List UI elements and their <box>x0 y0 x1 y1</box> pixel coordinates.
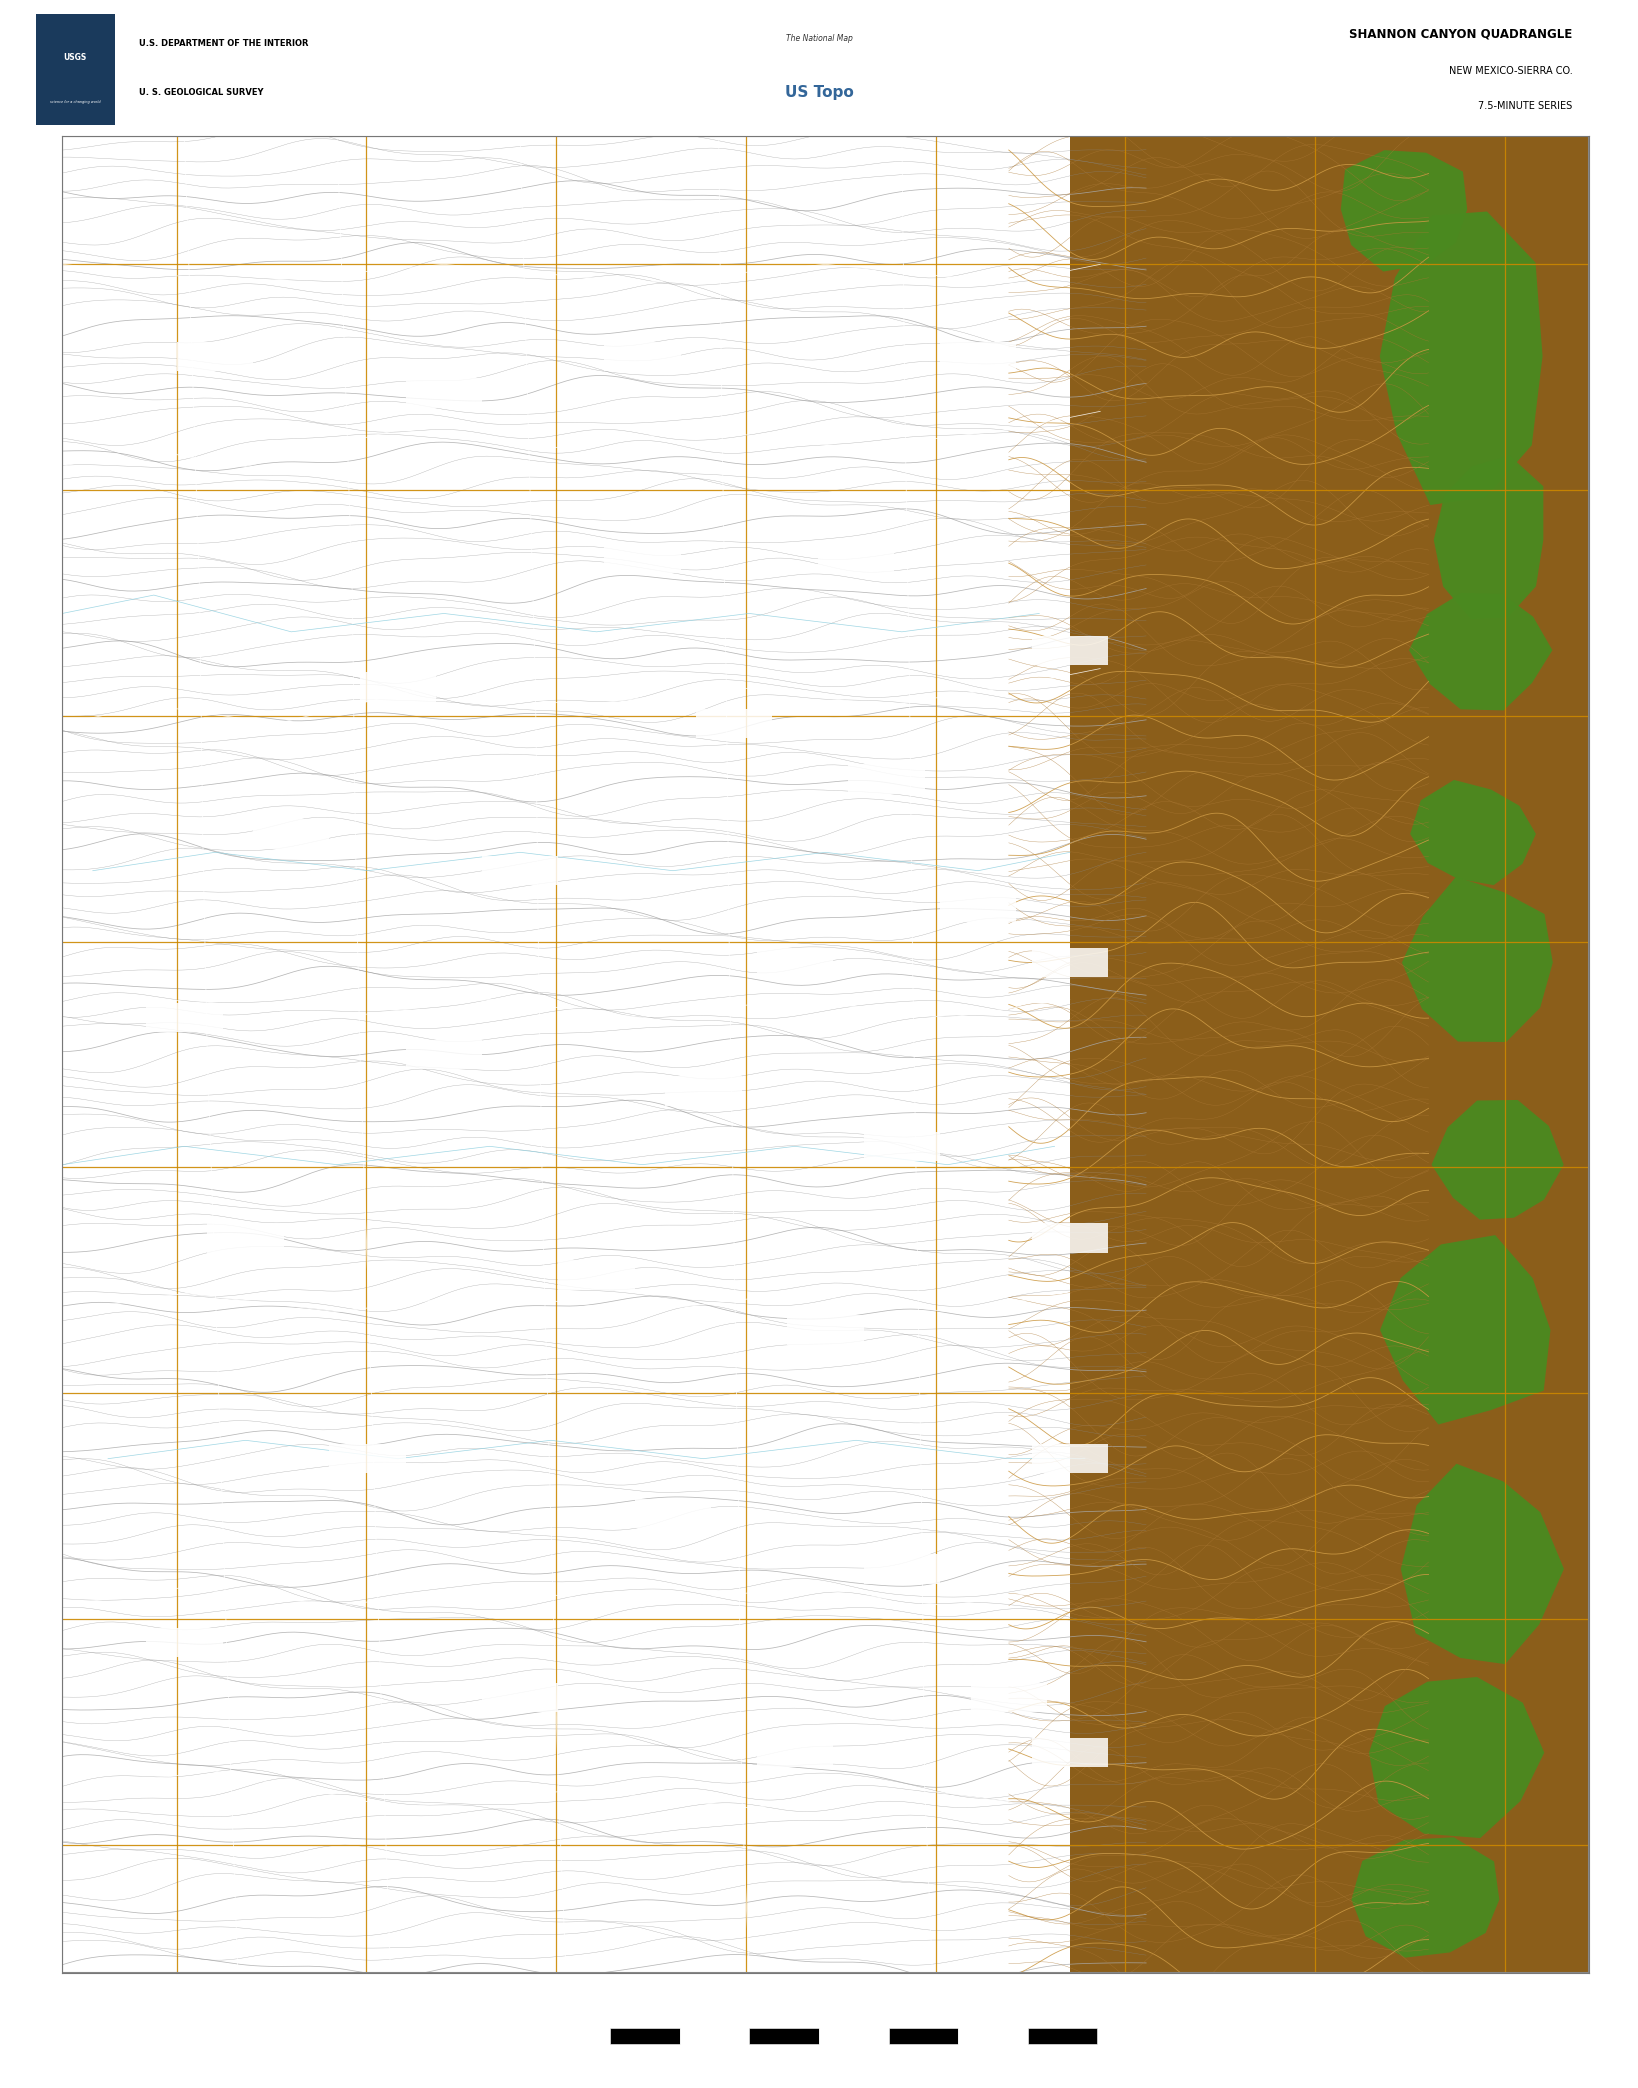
Bar <box>482 1683 559 1712</box>
Bar <box>750 2027 819 2044</box>
Bar <box>360 672 436 702</box>
Bar <box>541 2027 611 2044</box>
Polygon shape <box>1410 781 1536 885</box>
Bar <box>940 894 1016 923</box>
Text: science for a changing world: science for a changing world <box>51 100 100 104</box>
Bar <box>888 2027 958 2044</box>
Bar <box>1029 2027 1097 2044</box>
Bar <box>609 2027 680 2044</box>
Bar <box>971 1683 1047 1712</box>
Bar <box>863 1132 940 1161</box>
Polygon shape <box>1342 150 1468 271</box>
Bar <box>1032 1445 1107 1474</box>
Polygon shape <box>1381 1236 1551 1424</box>
Bar <box>406 1040 482 1069</box>
Bar <box>482 856 559 885</box>
Bar <box>863 1553 940 1583</box>
Bar <box>1032 1737 1107 1766</box>
Bar <box>636 1499 711 1528</box>
Bar <box>940 342 1016 372</box>
Bar <box>665 1077 742 1107</box>
Polygon shape <box>1432 1100 1564 1219</box>
Bar <box>1032 635 1107 664</box>
Bar <box>208 1224 283 1253</box>
Text: U.S. DEPARTMENT OF THE INTERIOR: U.S. DEPARTMENT OF THE INTERIOR <box>139 40 308 48</box>
Bar <box>788 1315 863 1345</box>
Text: The National Map: The National Map <box>786 33 852 42</box>
Bar <box>329 1445 406 1474</box>
Bar <box>146 1629 223 1658</box>
Text: ROAD CLASSIFICATION: ROAD CLASSIFICATION <box>1343 1990 1432 1996</box>
Bar <box>604 543 680 572</box>
Bar <box>146 1002 223 1031</box>
Bar <box>958 2027 1027 2044</box>
Bar <box>680 2027 750 2044</box>
Bar <box>1032 948 1107 977</box>
Bar <box>819 2027 888 2044</box>
Text: SHANNON CANYON QUADRANGLE: SHANNON CANYON QUADRANGLE <box>1350 27 1572 40</box>
Bar <box>696 710 771 739</box>
Polygon shape <box>1409 593 1553 710</box>
Polygon shape <box>1379 211 1543 505</box>
Polygon shape <box>1402 877 1553 1042</box>
Text: NEW MEXICO-SIERRA CO.: NEW MEXICO-SIERRA CO. <box>1448 65 1572 75</box>
Polygon shape <box>1400 1464 1564 1664</box>
Text: US Topo: US Topo <box>785 86 853 100</box>
Bar <box>757 948 834 977</box>
Text: USGS: USGS <box>64 52 87 61</box>
Bar <box>177 342 252 372</box>
Bar <box>1032 1224 1107 1253</box>
Text: SCALE 1:24,000: SCALE 1:24,000 <box>786 1990 852 1998</box>
Text: Produced by the United States Geological Survey: Produced by the United States Geological… <box>33 1994 179 1998</box>
Bar <box>817 543 894 572</box>
Bar <box>406 378 482 407</box>
Bar <box>559 1261 634 1290</box>
Bar <box>848 764 925 793</box>
Text: 7.5-MINUTE SERIES: 7.5-MINUTE SERIES <box>1477 100 1572 111</box>
Polygon shape <box>1369 1677 1545 1837</box>
Bar <box>1070 136 1589 1973</box>
Polygon shape <box>1351 1837 1499 1959</box>
Text: U. S. GEOLOGICAL SURVEY: U. S. GEOLOGICAL SURVEY <box>139 88 264 96</box>
Polygon shape <box>1433 455 1543 618</box>
Bar <box>604 342 680 372</box>
Bar <box>36 15 115 125</box>
Bar <box>757 1737 834 1766</box>
Bar <box>252 818 329 848</box>
